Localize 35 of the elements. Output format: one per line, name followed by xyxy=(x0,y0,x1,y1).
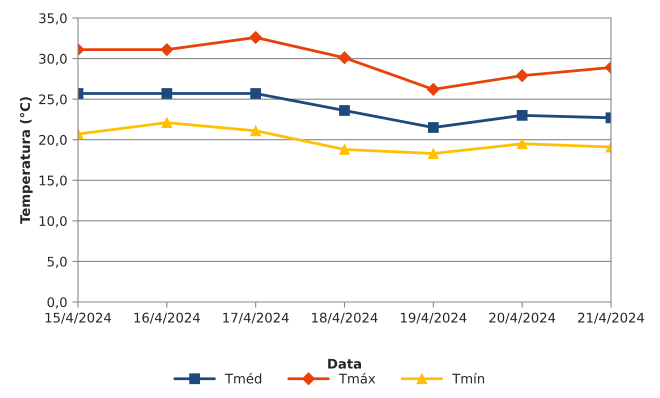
legend-label: Tméd xyxy=(224,372,262,384)
legend-label: Tmín xyxy=(452,372,484,384)
point xyxy=(428,148,439,159)
point xyxy=(426,82,440,96)
y-tick-label: 20,0 xyxy=(39,134,67,146)
y-tick-label: 5,0 xyxy=(48,256,67,268)
y-tick-label: 30,0 xyxy=(39,54,67,66)
x-tick-label: 20/4/2024 xyxy=(489,312,556,324)
point xyxy=(338,51,351,64)
y-tick-label: 15,0 xyxy=(40,176,67,187)
point xyxy=(250,88,262,99)
point xyxy=(516,138,528,150)
y-tick-label: 25,0 xyxy=(39,94,67,106)
y-tick-label: 35,0 xyxy=(39,13,67,25)
point xyxy=(161,117,172,128)
point xyxy=(339,105,350,116)
y-axis-title: Temperatura (°C) xyxy=(20,97,33,224)
point xyxy=(160,43,174,56)
x-tick-label: 16/4/2024 xyxy=(134,312,200,324)
x-tick-label: 15/4/2024 xyxy=(46,312,112,324)
x-tick-label: 17/4/2024 xyxy=(223,312,289,324)
point xyxy=(161,88,172,99)
x-tick-label: 19/4/2024 xyxy=(400,312,466,324)
y-tick-label: 10,0 xyxy=(40,216,67,228)
point xyxy=(428,122,439,133)
legend-label: Tmáx xyxy=(338,372,376,384)
x-tick-label: 21/4/2024 xyxy=(578,312,644,324)
point xyxy=(249,31,262,44)
point xyxy=(516,69,529,82)
point xyxy=(339,144,350,155)
y-tick-label: 0,0 xyxy=(47,297,67,309)
point xyxy=(516,110,528,121)
x-axis-title: Data xyxy=(328,358,361,369)
point xyxy=(250,125,262,136)
x-tick-label: 18/4/2024 xyxy=(312,312,378,324)
